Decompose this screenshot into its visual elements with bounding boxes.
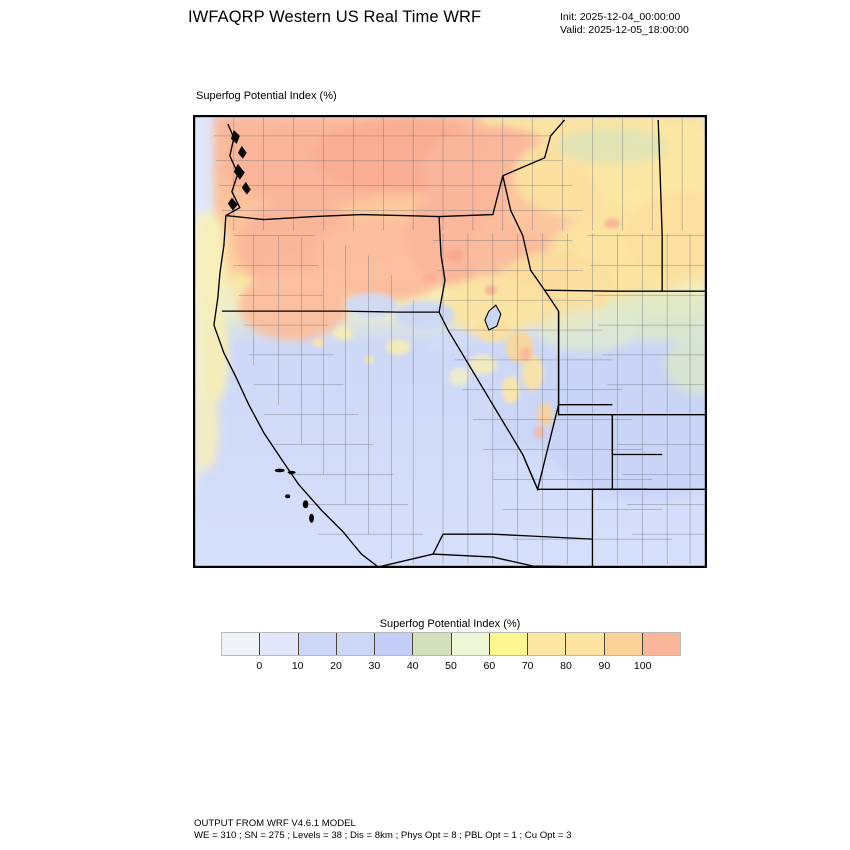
colorbar	[221, 632, 681, 656]
superfog-index-heatmap	[194, 116, 706, 567]
colorbar-tick-label: 80	[560, 660, 572, 672]
colorbar-swatch	[451, 633, 490, 655]
colorbar-tick-label: 100	[633, 660, 652, 672]
page-title: IWFAQRP Western US Real Time WRF	[188, 8, 482, 26]
colorbar-swatch	[642, 633, 680, 655]
colorbar-tick-label: 10	[291, 660, 304, 672]
colorbar-tick-label: 50	[445, 660, 457, 672]
colorbar-swatch	[222, 633, 261, 655]
lon-tick-mark	[576, 567, 577, 568]
colorbar-swatch	[489, 633, 528, 655]
model-config-footer: OUTPUT FROM WRF V4.6.1 MODEL WE = 310 ; …	[194, 818, 571, 841]
map-plot-area: 48°N46°N44°N42°N40°N38°N36°N34°N32°N30°N…	[193, 115, 707, 568]
colorbar-swatch	[375, 633, 414, 655]
colorbar-tick-label: 20	[330, 660, 342, 672]
colorbar-tick-label: 30	[368, 660, 381, 672]
colorbar-swatch	[298, 633, 337, 655]
colorbar-tick-label: 90	[598, 660, 611, 672]
colorbar-tick-label: 0	[256, 660, 263, 672]
colorbar-swatches	[221, 632, 681, 656]
colorbar-swatch	[528, 633, 567, 655]
colorbar-tick-label: 40	[406, 660, 419, 672]
valid-time-label: Valid: 2025-12-05_18:00:00	[560, 23, 689, 36]
colorbar-tick-labels: 0 10 20 30 40 50 60 70 80 90 100	[221, 660, 681, 676]
colorbar-swatch	[336, 633, 375, 655]
model-run-info: Init: 2025-12-04_00:00:00 Valid: 2025-12…	[560, 11, 689, 36]
footer-line-model: OUTPUT FROM WRF V4.6.1 MODEL	[194, 818, 356, 829]
footer-line-config: WE = 310 ; SN = 275 ; Levels = 38 ; Dis …	[194, 829, 572, 841]
lon-tick-mark	[267, 567, 268, 568]
colorbar-swatch	[260, 633, 299, 655]
colorbar-tick-label: 70	[521, 660, 534, 672]
colorbar-tick-label: 60	[483, 660, 496, 672]
plot-subtitle: Superfog Potential Index (%)	[196, 90, 337, 102]
colorbar-swatch	[604, 633, 643, 655]
lon-tick-mark	[473, 567, 474, 568]
colorbar-swatch	[413, 633, 452, 655]
init-time-label: Init: 2025-12-04_00:00:00	[560, 11, 681, 23]
lon-tick-mark	[680, 567, 681, 568]
lon-tick-mark	[370, 567, 371, 568]
colorbar-swatch	[566, 633, 605, 655]
colorbar-title: Superfog Potential Index (%)	[379, 618, 521, 630]
